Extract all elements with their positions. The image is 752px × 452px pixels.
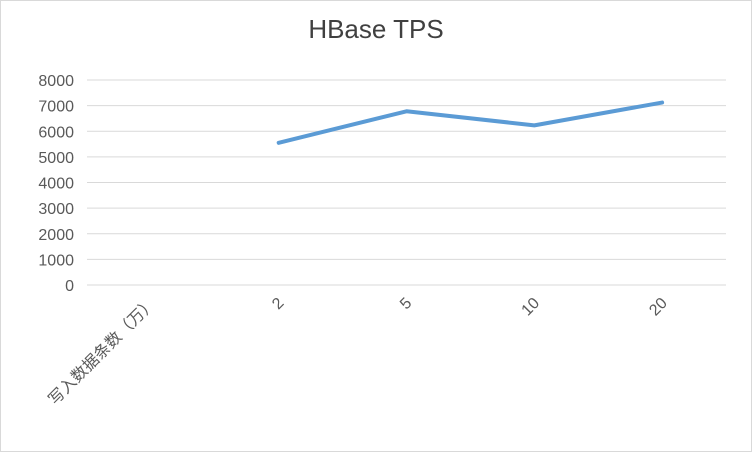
chart-title: HBase TPS: [308, 14, 444, 44]
y-tick-label: 5000: [38, 150, 74, 167]
y-tick-label: 8000: [38, 73, 74, 90]
y-tick-label: 6000: [38, 124, 74, 141]
x-axis-tick-labels: 写入数据条数（万） 2 5 10 20: [45, 294, 671, 409]
series-layer: [276, 100, 665, 145]
y-tick-label: 0: [65, 278, 74, 295]
x-tick-label: 10: [519, 295, 544, 320]
y-axis-tick-labels: 0 1000 2000 3000 4000 5000 6000 7000 8000: [38, 73, 74, 295]
grid-lines: [87, 79, 726, 286]
series-line-0: [276, 100, 665, 145]
x-tick-label: 20: [646, 295, 671, 320]
y-tick-label: 7000: [38, 99, 74, 116]
y-tick-label: 3000: [38, 201, 74, 218]
x-tick-label: 写入数据条数（万）: [45, 294, 160, 409]
y-tick-label: 1000: [38, 252, 74, 269]
y-tick-label: 2000: [38, 227, 74, 244]
y-tick-label: 4000: [38, 176, 74, 193]
x-tick-label: 2: [269, 295, 287, 313]
x-tick-label: 5: [397, 295, 415, 313]
